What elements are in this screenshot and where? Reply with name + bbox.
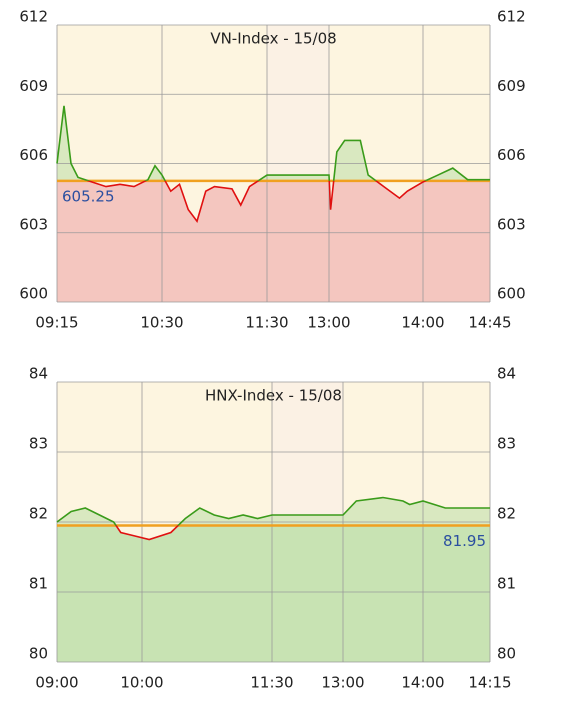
y-tick-label-right: 606	[497, 146, 526, 164]
x-tick-label: 14:15	[468, 674, 511, 692]
y-tick-label-right: 81	[497, 575, 516, 593]
area-below	[57, 525, 490, 662]
y-tick-label: 603	[19, 215, 48, 233]
x-tick-label: 10:30	[140, 314, 183, 332]
x-tick-label: 09:00	[35, 674, 78, 692]
x-tick-label: 10:00	[120, 674, 163, 692]
x-tick-label: 14:45	[468, 314, 511, 332]
x-tick-label: 13:00	[307, 314, 350, 332]
y-tick-label-right: 84	[497, 365, 516, 383]
y-tick-label: 82	[29, 505, 48, 523]
x-tick-label: 14:00	[401, 674, 444, 692]
y-tick-label: 609	[19, 77, 48, 95]
y-tick-label-right: 80	[497, 645, 516, 663]
y-tick-label: 600	[19, 285, 48, 303]
y-tick-label: 83	[29, 435, 48, 453]
line-up	[56, 496, 490, 526]
y-tick-label-right: 600	[497, 285, 526, 303]
x-tick-label: 14:00	[401, 314, 444, 332]
reference-label: 605.25	[62, 187, 115, 205]
chart-title: VN-Index - 15/08	[210, 30, 336, 48]
x-tick-label: 13:00	[321, 674, 364, 692]
y-tick-label-right: 603	[497, 215, 526, 233]
y-tick-label: 81	[29, 575, 48, 593]
y-tick-label: 80	[29, 645, 48, 663]
area-above	[57, 105, 490, 181]
y-tick-label: 606	[19, 146, 48, 164]
y-tick-label-right: 612	[497, 8, 526, 26]
y-tick-label: 84	[29, 365, 48, 383]
y-tick-label-right: 609	[497, 77, 526, 95]
y-tick-label: 612	[19, 8, 48, 26]
x-tick-label: 09:15	[35, 314, 78, 332]
chart-title: HNX-Index - 15/08	[205, 387, 342, 405]
line-down	[85, 180, 428, 223]
x-tick-label: 11:30	[250, 674, 293, 692]
reference-label: 81.95	[443, 532, 486, 550]
area-above	[57, 497, 490, 526]
y-tick-label-right: 83	[497, 435, 516, 453]
area-below	[57, 180, 490, 302]
y-tick-label-right: 82	[497, 505, 516, 523]
x-tick-label: 11:30	[245, 314, 288, 332]
